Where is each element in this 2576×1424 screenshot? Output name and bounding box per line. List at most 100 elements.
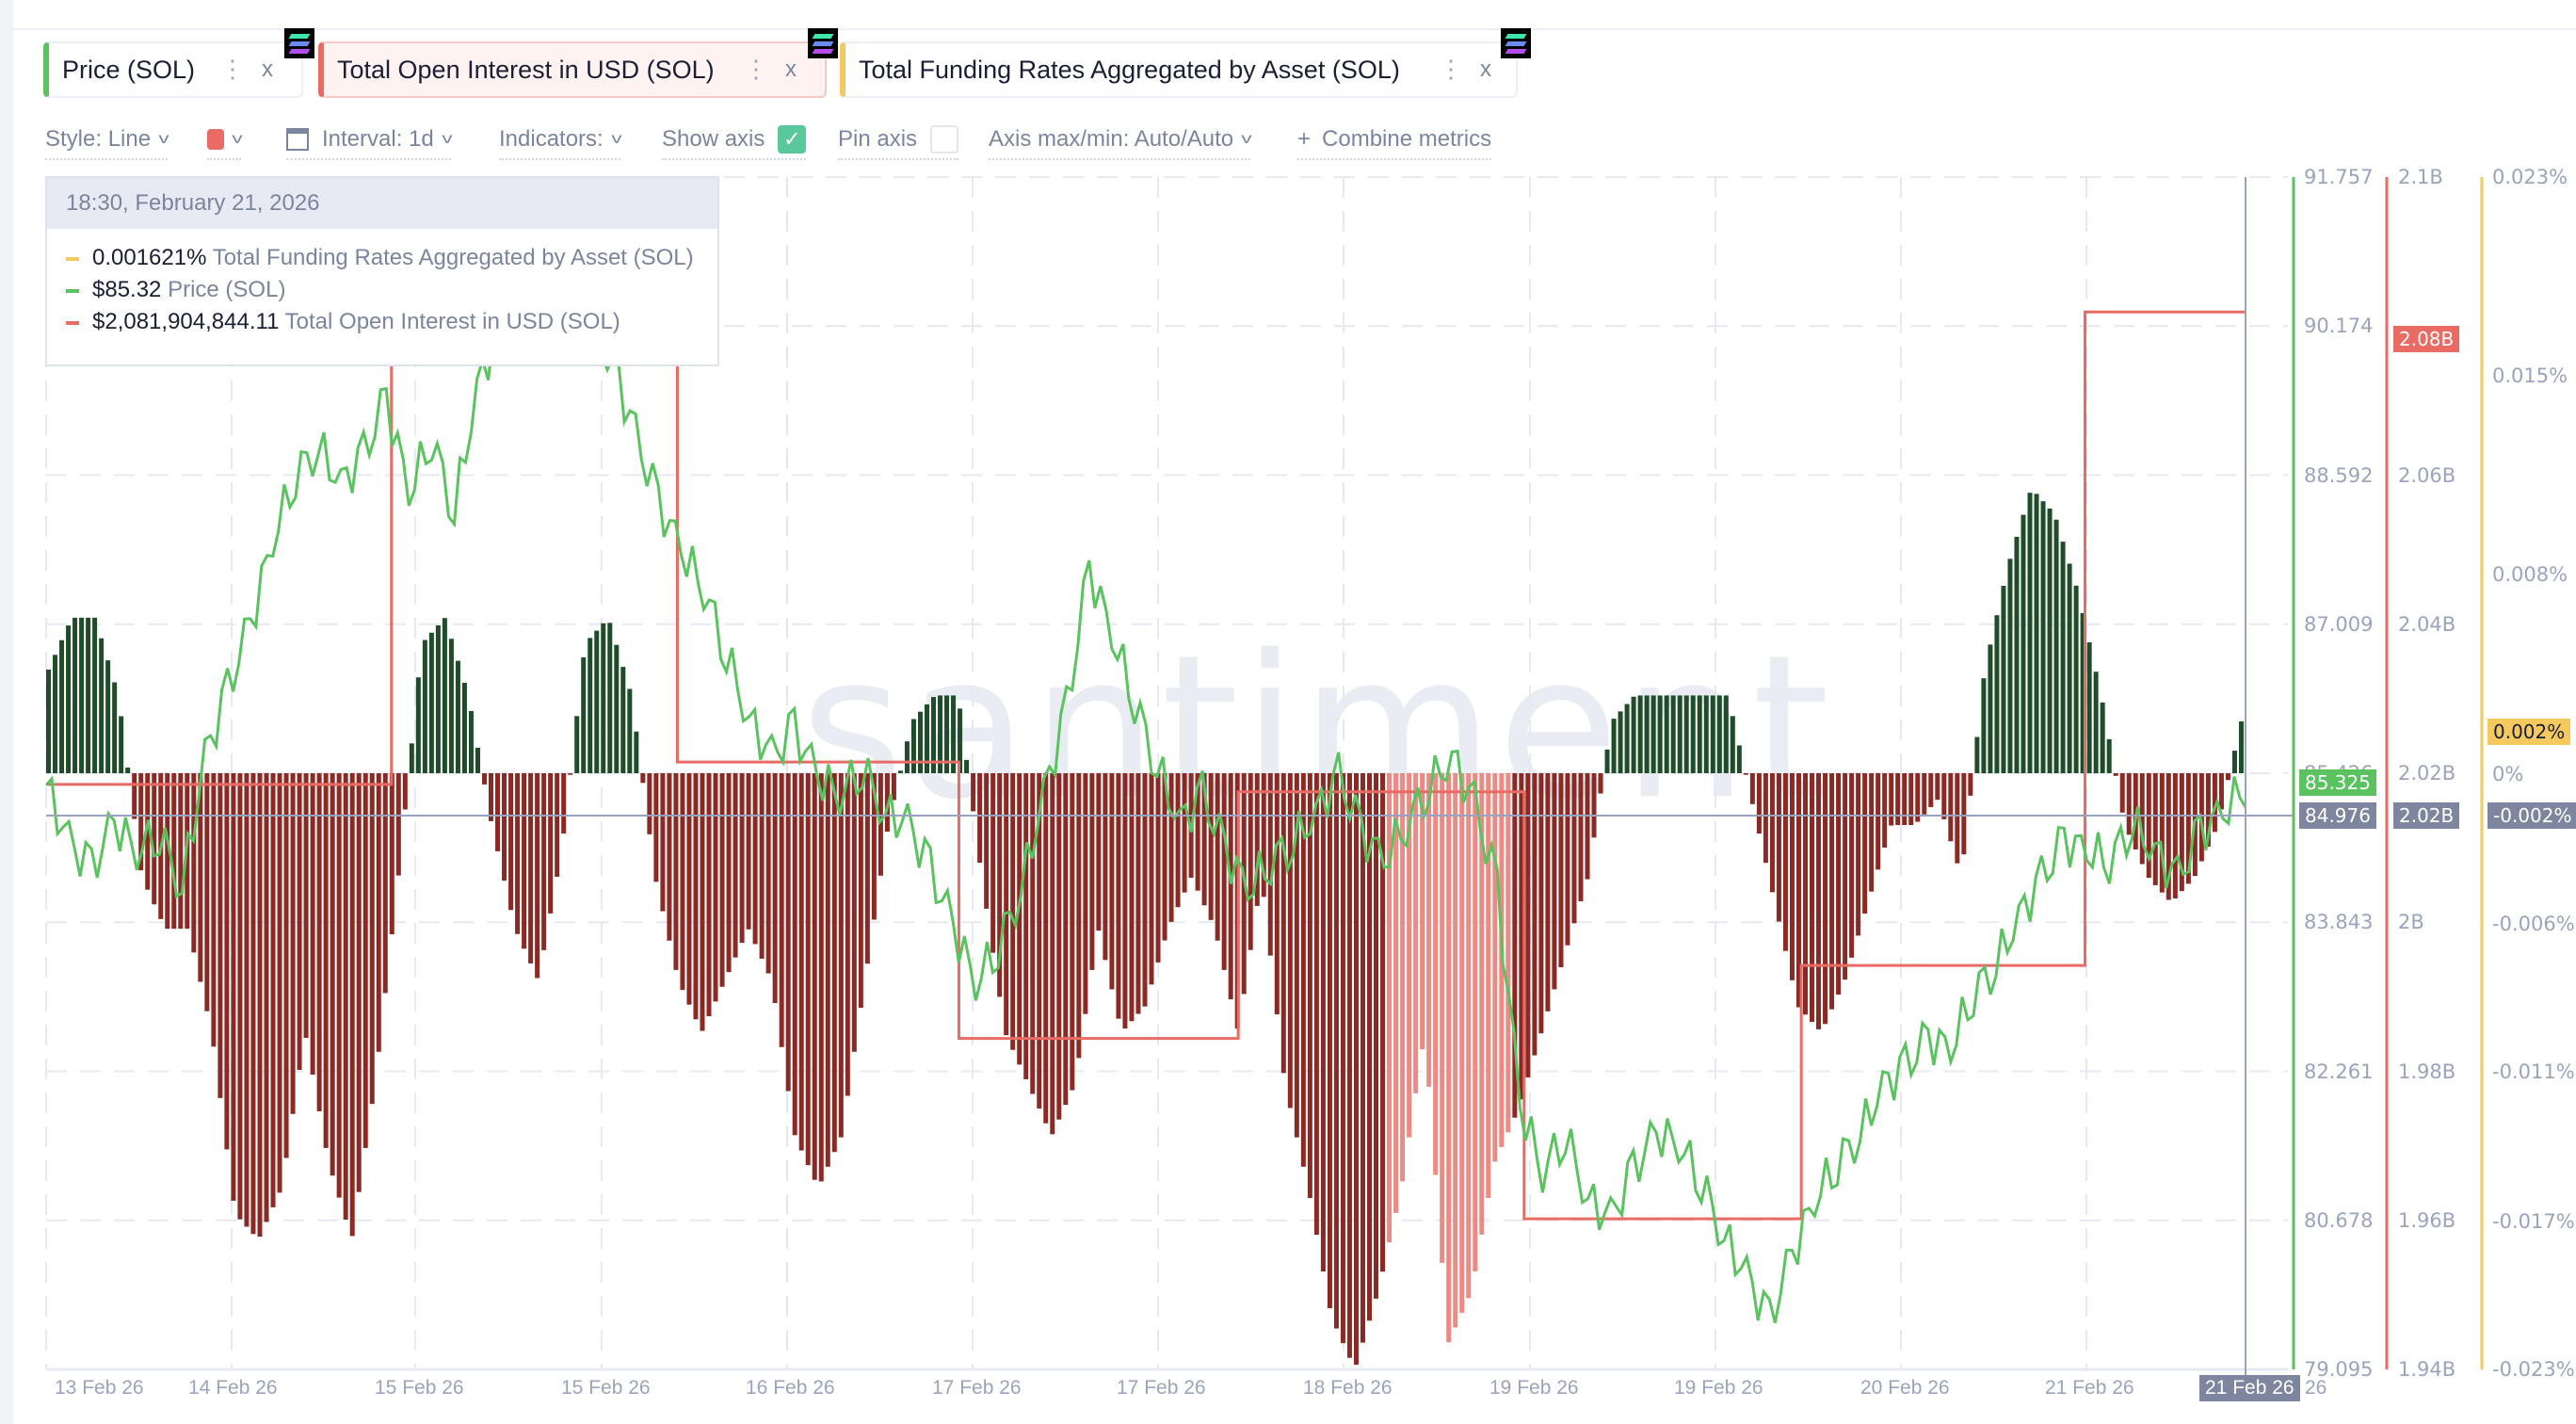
tab-menu-icon[interactable]: ⋮ <box>1439 55 1463 83</box>
funding-bar <box>2106 738 2112 773</box>
funding-bar <box>1155 773 1161 963</box>
funding-bar <box>283 773 289 1158</box>
funding-bar <box>1869 773 1875 892</box>
funding-bar <box>1849 773 1855 958</box>
funding-bar <box>178 773 184 930</box>
axis-minmax-dropdown[interactable]: Axis max/min: Auto/Auto v <box>989 121 1252 160</box>
funding-bar <box>2040 501 2046 773</box>
funding-bar <box>2001 586 2006 773</box>
funding-bar <box>435 624 441 773</box>
funding-bar <box>1050 773 1055 1135</box>
funding-bar <box>752 773 758 945</box>
x-tick-label: 19 Feb 26 <box>1674 1377 1763 1399</box>
funding-bar <box>1400 773 1406 1182</box>
funding-bar <box>1083 773 1088 1014</box>
funding-bar <box>1426 773 1432 1087</box>
funding-bar <box>726 773 732 973</box>
funding-bar <box>871 773 877 920</box>
funding-bar <box>1974 736 1980 773</box>
tooltip-metric-name: Price (SOL) <box>168 277 286 302</box>
tab-open-interest-usd[interactable]: Total Open Interest in USD (SOL) ⋮ x <box>318 41 827 98</box>
x-tick-label: 14 Feb 26 <box>188 1377 278 1399</box>
funding-bar <box>224 773 230 1150</box>
funding-bar <box>792 773 797 1136</box>
funding-bar <box>125 768 131 773</box>
funding-bar <box>310 773 315 1075</box>
funding-bar <box>59 639 65 773</box>
tab-menu-icon[interactable]: ⋮ <box>220 55 245 83</box>
funding-bar <box>1162 773 1167 941</box>
funding-bar <box>541 773 547 950</box>
funding-bar <box>297 773 302 1071</box>
funding-bar <box>1056 773 1062 1120</box>
color-picker[interactable]: v <box>207 121 243 160</box>
funding-tick: -0.023% <box>2492 1358 2575 1381</box>
funding-bar <box>686 773 692 1005</box>
indicators-dropdown[interactable]: Indicators: v <box>499 121 621 160</box>
tab-close-icon[interactable]: x <box>785 57 797 82</box>
funding-bar <box>1670 695 1676 773</box>
legend-swatch <box>66 288 79 293</box>
funding-bar <box>1017 773 1022 1065</box>
price-tick: 90.174 <box>2304 315 2374 338</box>
funding-bar <box>555 773 560 877</box>
interval-dropdown[interactable]: Interval: 1d v <box>286 121 452 160</box>
funding-bar <box>680 773 685 991</box>
funding-bar <box>1360 773 1365 1343</box>
tab-funding-rates[interactable]: Total Funding Rates Aggregated by Asset … <box>840 41 1518 98</box>
funding-bar <box>931 697 937 773</box>
price-current-badge: 85.325 <box>2299 769 2376 796</box>
funding-bar <box>316 773 322 1111</box>
funding-bar <box>805 773 811 1166</box>
funding-bar <box>1789 773 1795 980</box>
funding-bar <box>1710 695 1715 773</box>
funding-bar <box>944 695 950 773</box>
x-crosshair-badge: 21 Feb 26 <box>2199 1375 2300 1401</box>
tab-close-icon[interactable]: x <box>262 57 273 82</box>
pin-axis-label: Pin axis <box>838 126 918 152</box>
tab-close-icon[interactable]: x <box>1480 57 1491 82</box>
pin-axis-toggle[interactable]: Pin axis <box>838 121 959 160</box>
combine-metrics-button[interactable]: + Combine metrics <box>1297 121 1492 160</box>
funding-bar <box>1208 773 1214 920</box>
funding-bar <box>1486 773 1491 1198</box>
show-axis-checkbox[interactable]: ✓ <box>778 125 807 154</box>
tooltip-metric-name: Total Funding Rates Aggregated by Asset … <box>212 245 694 270</box>
funding-bar <box>145 773 151 890</box>
funding-crosshair-badge: -0.002% <box>2487 802 2576 829</box>
funding-bar <box>1393 773 1399 1213</box>
funding-bar <box>1836 773 1842 995</box>
price-crosshair-badge: 84.976 <box>2299 802 2376 829</box>
funding-bar <box>673 773 679 970</box>
funding-bar <box>667 773 672 941</box>
funding-bar <box>1116 773 1121 1019</box>
funding-bar <box>290 773 296 1114</box>
calendar-icon <box>286 128 309 151</box>
pin-axis-checkbox[interactable] <box>930 125 959 154</box>
funding-bar <box>1023 773 1029 1079</box>
funding-bar <box>1010 773 1016 1050</box>
funding-bar <box>270 773 276 1207</box>
funding-bar <box>1215 773 1220 941</box>
x-tick-label: 26 <box>2305 1377 2327 1399</box>
funding-bar <box>1512 773 1518 1118</box>
funding-bar <box>574 716 580 773</box>
funding-bar <box>1089 773 1095 970</box>
funding-bar <box>858 773 863 1009</box>
show-axis-toggle[interactable]: Show axis ✓ <box>662 121 807 160</box>
funding-bar <box>1004 773 1009 1036</box>
funding-bar <box>1928 773 1934 807</box>
funding-bar <box>1195 773 1200 891</box>
funding-bar <box>548 773 554 914</box>
funding-bar <box>1961 773 1967 855</box>
funding-bar <box>1407 773 1412 1138</box>
funding-bar <box>1843 773 1848 980</box>
funding-bar <box>845 773 850 1096</box>
tooltip-row-open-interest: $2,081,904,844.11 Total Open Interest in… <box>47 306 717 338</box>
funding-tick: -0.006% <box>2492 913 2575 935</box>
tab-price-sol[interactable]: Price (SOL) ⋮ x <box>43 41 303 98</box>
funding-bar <box>415 677 421 773</box>
tab-menu-icon[interactable]: ⋮ <box>744 55 768 83</box>
style-dropdown[interactable]: Style: Line v <box>45 121 169 160</box>
